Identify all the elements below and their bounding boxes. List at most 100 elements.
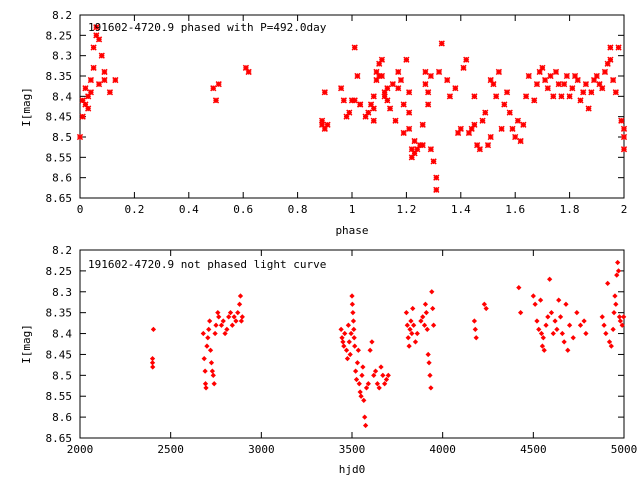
unphased-data-point: [208, 360, 215, 366]
phased-data-point: [98, 52, 105, 59]
phased-data-point: [346, 109, 353, 116]
phased-x-tick-label: 0.4: [179, 203, 199, 216]
phased-plot-title: 191602-4720.9 phased with P=492.0day: [88, 21, 327, 34]
unphased-light-curve-panel: 2000 2500 3000 3500 4000 4500 5000 8.2 8.25 8.3 8.…: [20, 244, 637, 476]
unphased-data-point: [424, 326, 430, 333]
unphased-data-point: [200, 330, 206, 337]
unphased-y-tick-label: 8.3: [52, 286, 72, 299]
unphased-data-point: [237, 293, 244, 299]
unphased-data-point: [613, 301, 619, 307]
unphased-data-point: [532, 301, 538, 307]
unphased-data-point: [610, 326, 616, 333]
unphased-data-point: [429, 289, 435, 295]
unphased-data-point: [411, 322, 417, 328]
unphased-data-point: [369, 339, 375, 345]
unphased-data-point: [349, 293, 355, 299]
unphased-data-point: [354, 360, 361, 366]
phased-data-point: [408, 154, 415, 161]
unphased-data-point: [614, 272, 620, 278]
phased-data-point: [395, 85, 402, 92]
unphased-data-point: [207, 318, 213, 324]
unphased-x-tick-label: 3500: [339, 443, 366, 456]
unphased-data-point: [355, 347, 361, 353]
unphased-data-point: [537, 297, 544, 303]
unphased-data-point: [540, 335, 546, 341]
unphased-data-point: [548, 310, 555, 316]
unphased-data-point: [340, 339, 346, 345]
unphased-data-point: [385, 372, 391, 378]
unphased-data-point: [538, 330, 545, 337]
phased-data-point: [539, 64, 546, 71]
phased-data-point: [357, 101, 364, 108]
unphased-data-point: [422, 301, 429, 307]
unphased-data-point: [353, 376, 360, 383]
phased-data-point: [580, 89, 587, 96]
phased-data-point: [473, 142, 481, 149]
unphased-data-point: [362, 414, 368, 420]
unphased-data-point: [554, 326, 560, 333]
unphased-data-point: [516, 284, 522, 291]
unphased-data-point: [552, 318, 558, 324]
unphased-data-point: [561, 339, 567, 345]
unphased-data-point: [226, 314, 232, 320]
phased-data-point: [514, 117, 522, 124]
phased-data-point: [79, 113, 86, 120]
unphased-data-point: [357, 389, 363, 395]
phased-data-point: [435, 68, 443, 76]
unphased-plot-title: 191602-4720.9 not phased light curve: [88, 258, 326, 271]
unphased-data-point: [615, 268, 622, 274]
unphased-data-point: [347, 351, 353, 358]
phased-data-point: [351, 97, 358, 104]
unphased-data-point: [238, 318, 245, 324]
unphased-x-tick-label: 5000: [611, 443, 638, 456]
phased-data-point: [79, 97, 86, 104]
phased-data-point: [370, 105, 377, 112]
unphased-data-point: [615, 259, 621, 266]
unphased-data-point: [611, 310, 617, 316]
phased-data-point: [101, 68, 108, 76]
phased-data-point: [487, 133, 494, 141]
phased-data-point: [520, 121, 527, 128]
phased-data-point: [566, 93, 573, 100]
phased-data-point: [512, 133, 519, 141]
unphased-data-point: [204, 343, 210, 349]
phased-x-tick-label: 0.6: [233, 203, 253, 216]
phased-y-tick-label: 8.2: [52, 9, 72, 22]
unphased-data-point: [235, 310, 241, 316]
phased-y-axis-title: I[mag]: [20, 87, 33, 127]
phased-y-tick-label: 8.45: [46, 111, 73, 124]
phased-data-point: [476, 146, 483, 153]
unphased-data-point: [359, 372, 365, 378]
unphased-y-tick-label: 8.6: [52, 411, 72, 424]
unphased-data-point: [362, 422, 369, 429]
phased-data-point: [430, 158, 437, 165]
unphased-data-point: [149, 355, 156, 362]
phased-data-point: [422, 81, 429, 88]
unphased-data-point: [414, 330, 420, 337]
phased-x-tick-label: 1.2: [396, 203, 416, 216]
unphased-data-point: [353, 368, 359, 374]
unphased-data-point: [233, 318, 239, 324]
phased-data-points: [76, 24, 628, 193]
phased-data-point: [444, 76, 451, 84]
phased-x-tick-label: 0.8: [288, 203, 308, 216]
unphased-data-point: [351, 335, 357, 341]
unphased-data-point: [603, 330, 609, 337]
unphased-data-point: [356, 381, 362, 387]
phased-x-tick-label: 1.8: [560, 203, 580, 216]
phased-data-point: [561, 81, 568, 88]
unphased-data-point: [363, 385, 370, 391]
unphased-data-point: [545, 314, 551, 320]
phased-data-point: [392, 117, 399, 124]
phased-data-point: [90, 64, 97, 71]
unphased-x-tick-label: 2500: [157, 443, 184, 456]
unphased-data-point: [206, 326, 212, 333]
unphased-y-axis-title: I[mag]: [20, 324, 33, 364]
unphased-data-point: [608, 343, 614, 349]
unphased-data-point: [430, 322, 437, 328]
unphased-data-point: [201, 355, 207, 362]
unphased-data-point: [346, 339, 352, 345]
phased-data-point: [571, 72, 579, 80]
unphased-data-point: [338, 326, 344, 333]
phased-data-point: [620, 125, 628, 132]
